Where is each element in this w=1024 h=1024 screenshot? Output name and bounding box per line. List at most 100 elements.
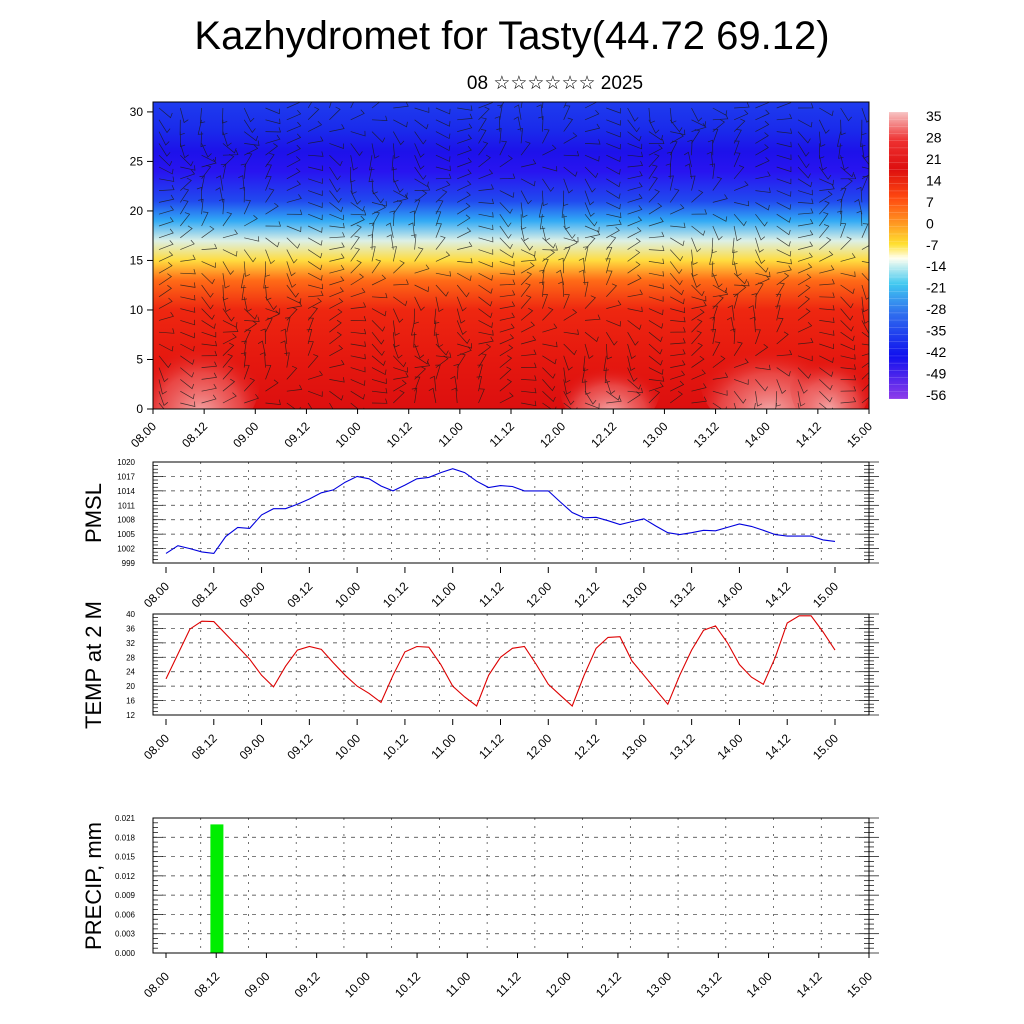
x-tick-label: 08.00 [141,731,172,762]
wind-barb [691,308,705,321]
wind-barb [542,323,558,333]
wind-barb [220,163,227,179]
wind-barb [542,367,556,379]
wind-barb [222,249,238,257]
wind-barb [307,354,319,368]
wind-barb [648,367,664,375]
wind-barb [521,159,537,168]
wind-barb [201,350,218,357]
wind-barb [563,178,573,194]
grid [152,613,870,716]
wind-barb [369,222,375,238]
wind-barb [840,253,856,262]
precip-bar [210,824,224,953]
wind-barb [733,272,748,285]
wind-barb [222,273,230,289]
wind-barb [627,216,643,227]
wind-barb [712,119,726,132]
wind-barb [797,296,810,309]
wind-barb [201,211,209,227]
wind-barb [393,279,409,286]
wind-barb [435,180,451,191]
wind-barb [307,102,313,109]
wind-barb [520,141,531,156]
wind-barb [435,355,449,368]
wind-barb [499,140,507,156]
wind-barb [350,224,362,239]
wind-barb [691,129,701,144]
wind-barb [457,257,473,264]
wind-barb [240,163,246,179]
wind-barb [329,287,344,298]
wind-barb [286,194,302,203]
wind-barb [797,252,813,262]
wind-barb [286,133,302,144]
wind-barb [456,296,467,312]
wind-barb [499,323,515,333]
wind-barb [606,107,621,114]
wind-barb [797,208,814,215]
wind-barb [158,297,173,309]
wind-barb [158,328,175,334]
y-tick-label: 40 [126,610,135,619]
wind-barb [606,396,622,404]
wind-barb [239,186,245,203]
wind-barb [776,367,791,377]
wind-barb [371,102,381,109]
wind-barb [158,131,170,146]
wind-barb [797,230,814,239]
wind-barb [222,107,228,124]
y-tick-label: 1017 [117,472,135,481]
wind-barb [733,180,749,191]
wind-barb [286,307,298,321]
wind-barb [259,352,266,368]
wind-barb [627,143,643,150]
wind-barb [840,155,849,171]
x-tick-label: 13.12 [667,731,698,762]
wind-barb [627,320,642,330]
wind-barb [819,305,835,311]
wind-barb [428,387,437,404]
wind-barb [733,140,740,156]
wind-barb [158,379,167,395]
wind-barb [244,320,258,333]
x-tick-label: 08.12 [191,969,222,1000]
wind-barb [307,370,323,380]
wind-barb [222,392,237,404]
wind-barb [584,379,591,395]
wind-barb [435,154,451,162]
wind-barb [648,343,663,355]
wind-barb [371,178,378,195]
wind-barb [627,343,636,360]
wind-barb [578,257,586,274]
wind-barb [243,199,251,215]
wind-barb [755,213,768,227]
wind-barb [706,151,714,168]
wind-barb [797,308,811,321]
wind-barb [371,355,386,366]
wind-barb [670,360,686,368]
wind-barb [691,342,703,357]
x-tick-label: 13.12 [693,969,724,1000]
wind-barb [709,316,716,333]
wind-barb [666,151,673,168]
wind-barb [712,372,729,380]
wind-barb [265,164,272,179]
x-tick-label: 13.12 [667,579,698,610]
wind-barb [222,378,236,392]
panel-frame [152,613,870,716]
wind-barb [307,390,323,397]
wind-barb [648,320,664,329]
y-axis-label: PRECIP, mm [81,822,106,950]
wind-barb [371,259,382,274]
wind-barb [307,190,323,196]
wind-barb [457,180,472,191]
x-tick-label: 10.00 [332,579,363,610]
wind-barb [819,184,835,191]
wind-barb [222,342,235,357]
wind-barb [219,198,225,215]
wind-barb [435,131,451,140]
wind-barb [627,289,643,298]
wind-barb [307,402,313,409]
wind-barb [840,271,856,277]
